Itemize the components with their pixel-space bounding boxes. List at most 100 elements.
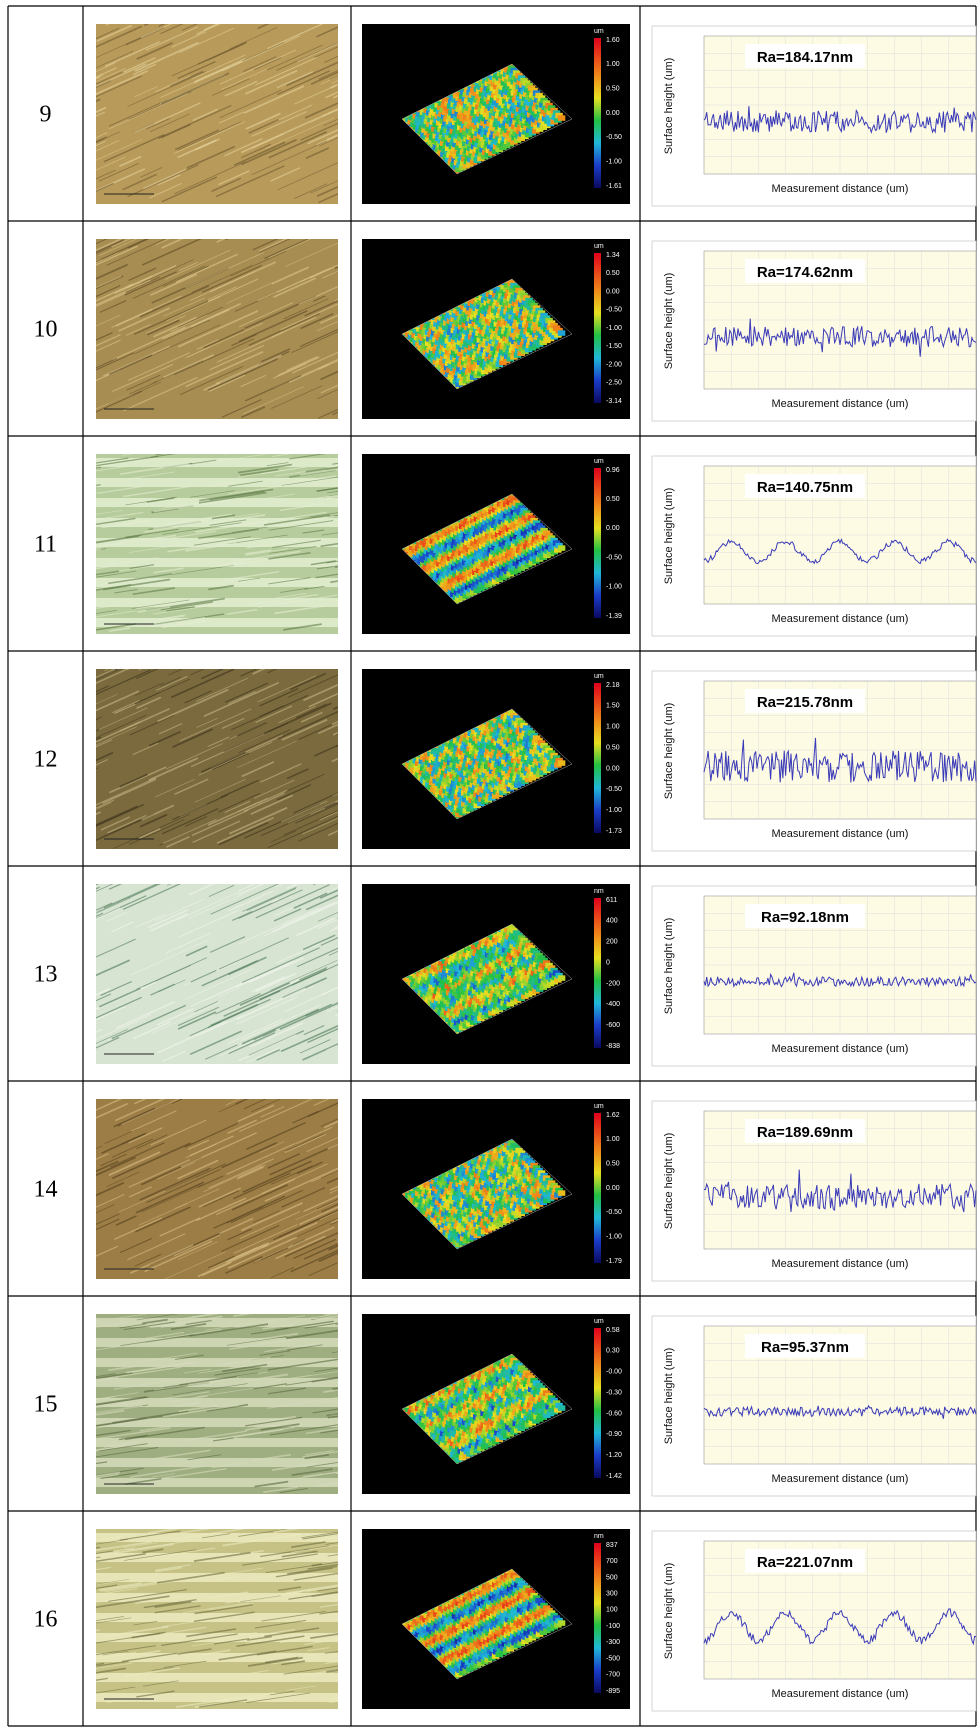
texture-line bbox=[64, 285, 85, 295]
texture-line bbox=[238, 884, 265, 896]
texture-line bbox=[250, 794, 294, 815]
texture-line bbox=[42, 1018, 79, 1035]
texture-line bbox=[296, 947, 338, 968]
texture-line bbox=[261, 1163, 328, 1195]
texture-line bbox=[239, 982, 291, 1007]
texture-line bbox=[241, 1004, 322, 1041]
texture-line bbox=[101, 1132, 146, 1154]
texture-line bbox=[293, 1238, 337, 1260]
texture-line bbox=[148, 909, 188, 929]
texture-line bbox=[96, 623, 137, 631]
texture-line bbox=[253, 1249, 284, 1264]
texture-line bbox=[288, 475, 337, 484]
texture-line bbox=[119, 773, 148, 788]
texture-line bbox=[304, 102, 338, 119]
colorbar bbox=[594, 253, 601, 403]
texture-line bbox=[51, 1220, 87, 1236]
texture-line bbox=[96, 690, 140, 712]
texture-line bbox=[325, 91, 338, 99]
texture-line bbox=[228, 691, 256, 704]
colorbar-label: -0.50 bbox=[606, 134, 622, 141]
texture-line bbox=[225, 1242, 270, 1264]
texture-line bbox=[290, 1249, 338, 1273]
texture-line bbox=[305, 894, 338, 911]
map-outline bbox=[401, 493, 573, 605]
texture-line bbox=[219, 1036, 264, 1057]
texture-line bbox=[132, 587, 175, 596]
texture-line bbox=[240, 1202, 303, 1232]
ra-box bbox=[745, 689, 865, 713]
texture-line bbox=[219, 937, 289, 970]
texture-line bbox=[132, 742, 159, 756]
texture-line bbox=[96, 751, 114, 762]
texture-line bbox=[164, 249, 231, 280]
texture-line bbox=[63, 1131, 83, 1140]
micrograph bbox=[96, 454, 338, 634]
texture-line bbox=[190, 969, 217, 983]
texture-line bbox=[300, 313, 334, 330]
texture-line bbox=[314, 744, 338, 757]
texture-line bbox=[238, 729, 291, 754]
colorbar-label: 2.18 bbox=[606, 682, 620, 689]
texture-line bbox=[227, 534, 288, 545]
texture-line bbox=[156, 1161, 196, 1180]
texture-line bbox=[216, 239, 226, 243]
texture-line bbox=[132, 1021, 172, 1040]
texture-line bbox=[266, 462, 289, 467]
texture-line bbox=[102, 778, 157, 804]
texture-line bbox=[96, 897, 131, 914]
texture-line bbox=[272, 901, 338, 933]
texture-line bbox=[145, 324, 221, 359]
texture-line bbox=[101, 239, 148, 260]
texture-line bbox=[96, 339, 121, 352]
texture-line bbox=[150, 454, 176, 458]
texture-line bbox=[274, 104, 313, 123]
texture-line bbox=[228, 890, 273, 912]
texture-line bbox=[134, 913, 166, 929]
texture-line bbox=[96, 1153, 109, 1160]
texture-line bbox=[189, 1030, 243, 1056]
texture-line bbox=[240, 468, 279, 477]
texture-line bbox=[292, 792, 338, 814]
texture-line bbox=[248, 118, 280, 134]
texture-line bbox=[307, 1102, 338, 1118]
texture-line bbox=[143, 964, 192, 987]
texture-line bbox=[174, 778, 209, 795]
texture-line bbox=[211, 514, 236, 520]
texture-line bbox=[227, 484, 288, 495]
texture-line bbox=[268, 239, 312, 259]
colorbar-label: -400 bbox=[606, 1001, 620, 1008]
texture-line bbox=[266, 24, 324, 50]
texture-line bbox=[252, 669, 266, 675]
texture-line bbox=[310, 180, 338, 194]
texture-line bbox=[156, 1008, 194, 1026]
texture-line bbox=[128, 1159, 191, 1188]
texture-line bbox=[245, 112, 281, 130]
texture-line bbox=[136, 957, 208, 990]
texture-line bbox=[96, 466, 102, 469]
texture-line bbox=[207, 513, 266, 525]
texture-line bbox=[96, 969, 101, 973]
texture-line bbox=[218, 561, 243, 567]
texture-line bbox=[128, 1127, 163, 1144]
colorbar-label: -2.00 bbox=[606, 361, 622, 368]
texture-line bbox=[99, 300, 127, 313]
texture-line bbox=[162, 302, 242, 340]
ra-value: Ra=140.75nm bbox=[757, 479, 853, 496]
texture-line bbox=[143, 534, 177, 542]
texture-line bbox=[96, 564, 117, 570]
texture-line bbox=[295, 803, 338, 824]
texture-line bbox=[243, 792, 285, 813]
texture-line bbox=[241, 143, 272, 159]
texture-line bbox=[208, 884, 235, 898]
texture-line bbox=[325, 1044, 338, 1051]
texture-line bbox=[195, 138, 220, 151]
table-row: 9um1.601.000.500.00-0.50-1.00-1.61Ra=184… bbox=[40, 24, 977, 207]
texture-line bbox=[96, 767, 99, 770]
texture-line bbox=[96, 459, 146, 468]
texture-line bbox=[251, 898, 280, 912]
texture-line bbox=[237, 468, 296, 478]
texture-line bbox=[221, 35, 300, 72]
texture-line bbox=[41, 831, 79, 848]
texture-line bbox=[96, 455, 159, 467]
